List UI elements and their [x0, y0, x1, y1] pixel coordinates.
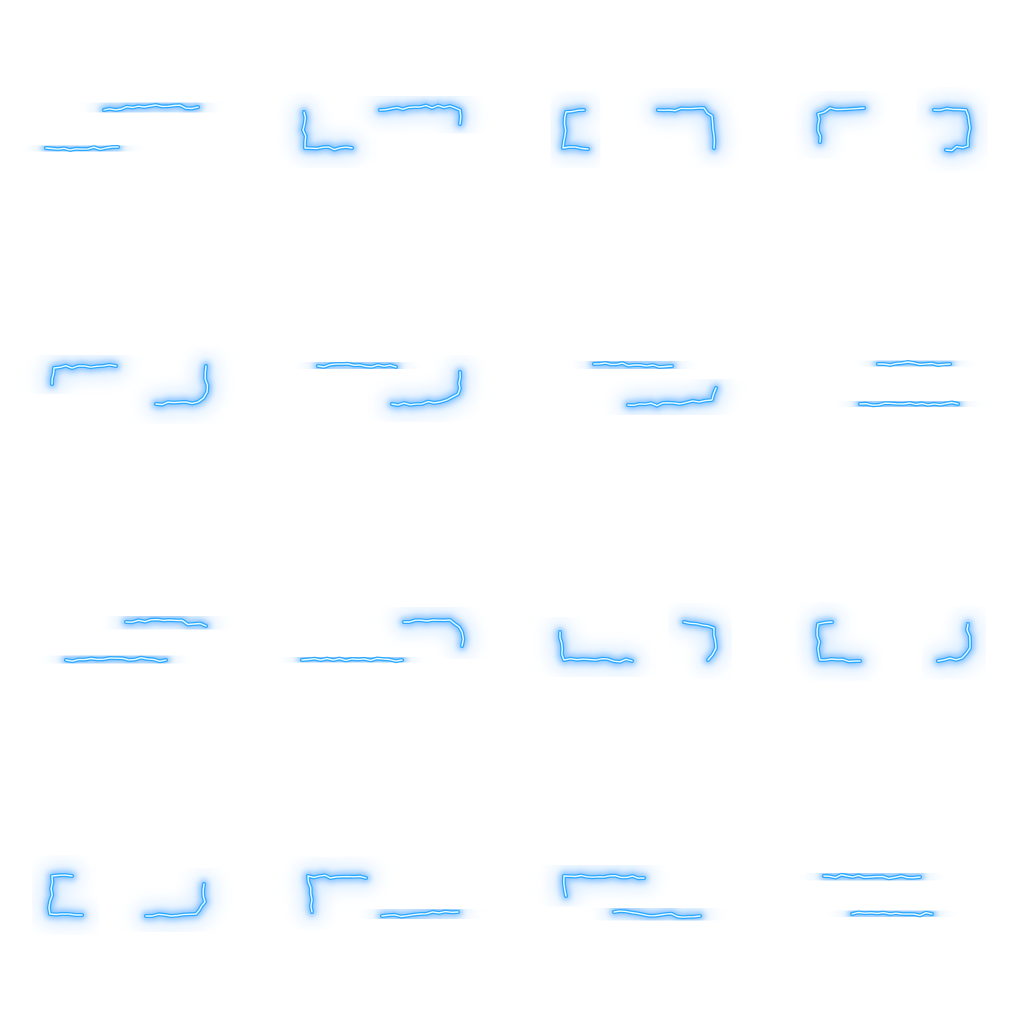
sprite-frame-13-art — [37, 864, 216, 927]
electric-arc — [673, 611, 727, 671]
electric-arc — [307, 352, 407, 378]
electric-arc — [145, 355, 219, 416]
sprite-frame-15 — [512, 768, 768, 1024]
electric-arc — [291, 647, 413, 673]
sprite-frame-8-art — [849, 351, 969, 417]
electric-arc — [647, 97, 726, 159]
electric-arc — [292, 101, 363, 161]
sprite-frame-9 — [0, 512, 256, 768]
sprite-frame-11-art — [549, 611, 727, 673]
electric-arc — [297, 864, 377, 923]
electric-arc — [603, 900, 711, 929]
sprite-frame-5-art — [41, 353, 219, 416]
electric-arc — [115, 608, 217, 637]
sprite-frame-3 — [512, 0, 768, 256]
electric-arc — [867, 351, 961, 376]
sprite-frame-4-art — [807, 97, 981, 162]
electric-arc — [371, 900, 469, 928]
electric-arc — [813, 863, 931, 890]
electric-arc — [41, 353, 127, 395]
electric-arc — [552, 864, 655, 907]
sprite-frame-11 — [512, 512, 768, 768]
sprite-frame-10-art — [291, 609, 475, 673]
sprite-frame-3-art — [552, 97, 726, 160]
electric-arc — [806, 611, 871, 673]
electric-arc — [552, 99, 599, 160]
electric-arc — [549, 621, 643, 673]
sprite-frame-1 — [0, 0, 256, 256]
sprite-frame-2-art — [292, 94, 472, 161]
electric-arc — [841, 901, 943, 927]
electric-arc — [617, 377, 727, 417]
sprite-frame-16-art — [813, 863, 943, 927]
electric-arc — [923, 97, 981, 162]
electric-arc — [381, 361, 472, 417]
electric-arc — [135, 873, 216, 927]
sprite-frame-9-art — [55, 608, 217, 673]
electric-arc — [927, 613, 981, 672]
sprite-frame-2 — [256, 0, 512, 256]
sprite-frame-8 — [768, 256, 1024, 512]
sprite-frame-12-art — [806, 611, 981, 673]
electric-arc — [393, 609, 475, 657]
sprite-frame-6-art — [307, 352, 472, 417]
electric-arc — [93, 94, 209, 121]
sprite-frame-12 — [768, 512, 1024, 768]
sprite-frame-1-art — [35, 94, 209, 161]
electric-arc — [55, 646, 177, 673]
electric-arc — [35, 136, 129, 161]
sprite-frame-13 — [0, 768, 256, 1024]
sprite-frame-10 — [256, 512, 512, 768]
sprite-frame-16 — [768, 768, 1024, 1024]
electric-arc — [369, 94, 472, 135]
electric-arc — [807, 97, 875, 153]
electric-arc — [37, 864, 93, 926]
sprite-frame-5 — [0, 256, 256, 512]
sprite-frame-14 — [256, 768, 512, 1024]
sprite-frame-15-art — [552, 864, 711, 929]
electric-arc — [583, 352, 683, 378]
sprite-frame-7 — [512, 256, 768, 512]
sprite-frame-14-art — [297, 864, 469, 928]
sprite-frame-6 — [256, 256, 512, 512]
sprite-frame-7-art — [583, 352, 727, 417]
sprite-frame-4 — [768, 0, 1024, 256]
electric-arc — [849, 391, 969, 417]
